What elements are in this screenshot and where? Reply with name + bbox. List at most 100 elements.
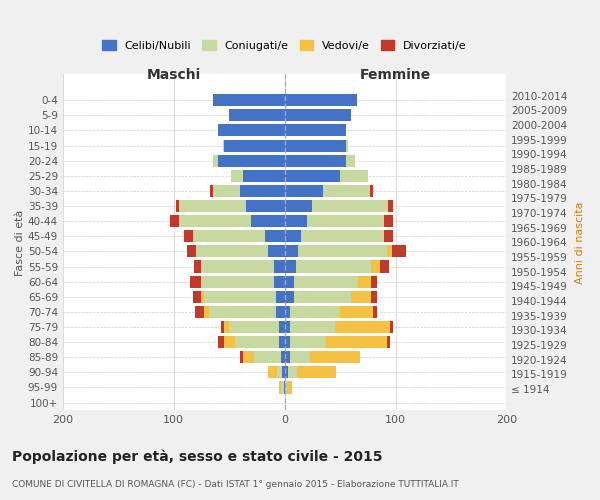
Text: Popolazione per età, sesso e stato civile - 2015: Popolazione per età, sesso e stato civil… [12,450,383,464]
Bar [284,230,301,242]
Bar [386,336,390,348]
Bar [224,140,284,151]
Bar [196,246,268,258]
Bar [241,185,284,197]
Legend: Celibi/Nubili, Coniugati/e, Vedovi/e, Divorziati/e: Celibi/Nubili, Coniugati/e, Vedovi/e, Di… [99,36,470,54]
Bar [371,276,377,287]
Bar [284,94,357,106]
Bar [279,321,284,333]
Bar [340,170,368,182]
Text: COMUNE DI CIVITELLA DI ROMAGNA (FC) - Dati ISTAT 1° gennaio 2015 - Elaborazione : COMUNE DI CIVITELLA DI ROMAGNA (FC) - Da… [12,480,459,489]
Bar [371,290,377,303]
Text: Maschi: Maschi [146,68,201,82]
Bar [176,200,179,212]
Y-axis label: Fasce di età: Fasce di età [15,209,25,276]
Bar [193,290,202,303]
Bar [298,246,386,258]
Bar [392,246,406,258]
Bar [293,290,351,303]
Bar [193,230,265,242]
Bar [212,185,241,197]
Bar [229,110,284,122]
Bar [385,230,394,242]
Bar [386,246,392,258]
Bar [380,260,389,272]
Bar [326,336,386,348]
Bar [223,140,224,151]
Bar [371,260,380,272]
Bar [242,170,284,182]
Bar [284,366,288,378]
Bar [281,382,284,394]
Bar [287,382,292,394]
Bar [290,351,310,364]
Bar [218,124,284,136]
Bar [346,154,355,166]
Bar [224,321,229,333]
Bar [268,366,277,378]
Bar [274,260,284,272]
Bar [211,185,212,197]
Bar [212,94,284,106]
Bar [195,306,204,318]
Bar [241,351,242,364]
Bar [218,154,284,166]
Bar [284,276,293,287]
Bar [277,366,283,378]
Bar [310,351,360,364]
Bar [209,306,276,318]
Bar [284,124,346,136]
Bar [358,276,371,287]
Bar [293,276,358,287]
Bar [284,306,290,318]
Bar [229,321,279,333]
Bar [284,170,340,182]
Bar [284,110,351,122]
Bar [274,276,284,287]
Bar [218,336,224,348]
Bar [202,260,274,272]
Y-axis label: Anni di nascita: Anni di nascita [575,201,585,283]
Bar [346,140,348,151]
Text: Femmine: Femmine [360,68,431,82]
Bar [170,215,179,227]
Bar [290,336,326,348]
Bar [301,230,385,242]
Bar [284,290,293,303]
Bar [385,215,394,227]
Bar [296,260,371,272]
Bar [224,336,235,348]
Bar [284,215,307,227]
Bar [283,366,284,378]
Bar [284,260,296,272]
Bar [251,215,284,227]
Bar [202,290,204,303]
Bar [212,154,218,166]
Bar [184,230,193,242]
Bar [370,185,373,197]
Bar [307,215,385,227]
Bar [390,321,394,333]
Bar [279,336,284,348]
Bar [242,351,254,364]
Bar [288,366,297,378]
Bar [290,306,340,318]
Bar [284,351,290,364]
Bar [284,246,298,258]
Bar [284,140,346,151]
Bar [268,246,284,258]
Bar [235,336,279,348]
Bar [202,276,274,287]
Bar [254,351,281,364]
Bar [204,290,276,303]
Bar [265,230,284,242]
Bar [276,290,284,303]
Bar [190,276,202,287]
Bar [187,246,196,258]
Bar [297,366,335,378]
Bar [373,306,377,318]
Bar [281,351,284,364]
Bar [204,306,209,318]
Bar [276,306,284,318]
Bar [246,200,284,212]
